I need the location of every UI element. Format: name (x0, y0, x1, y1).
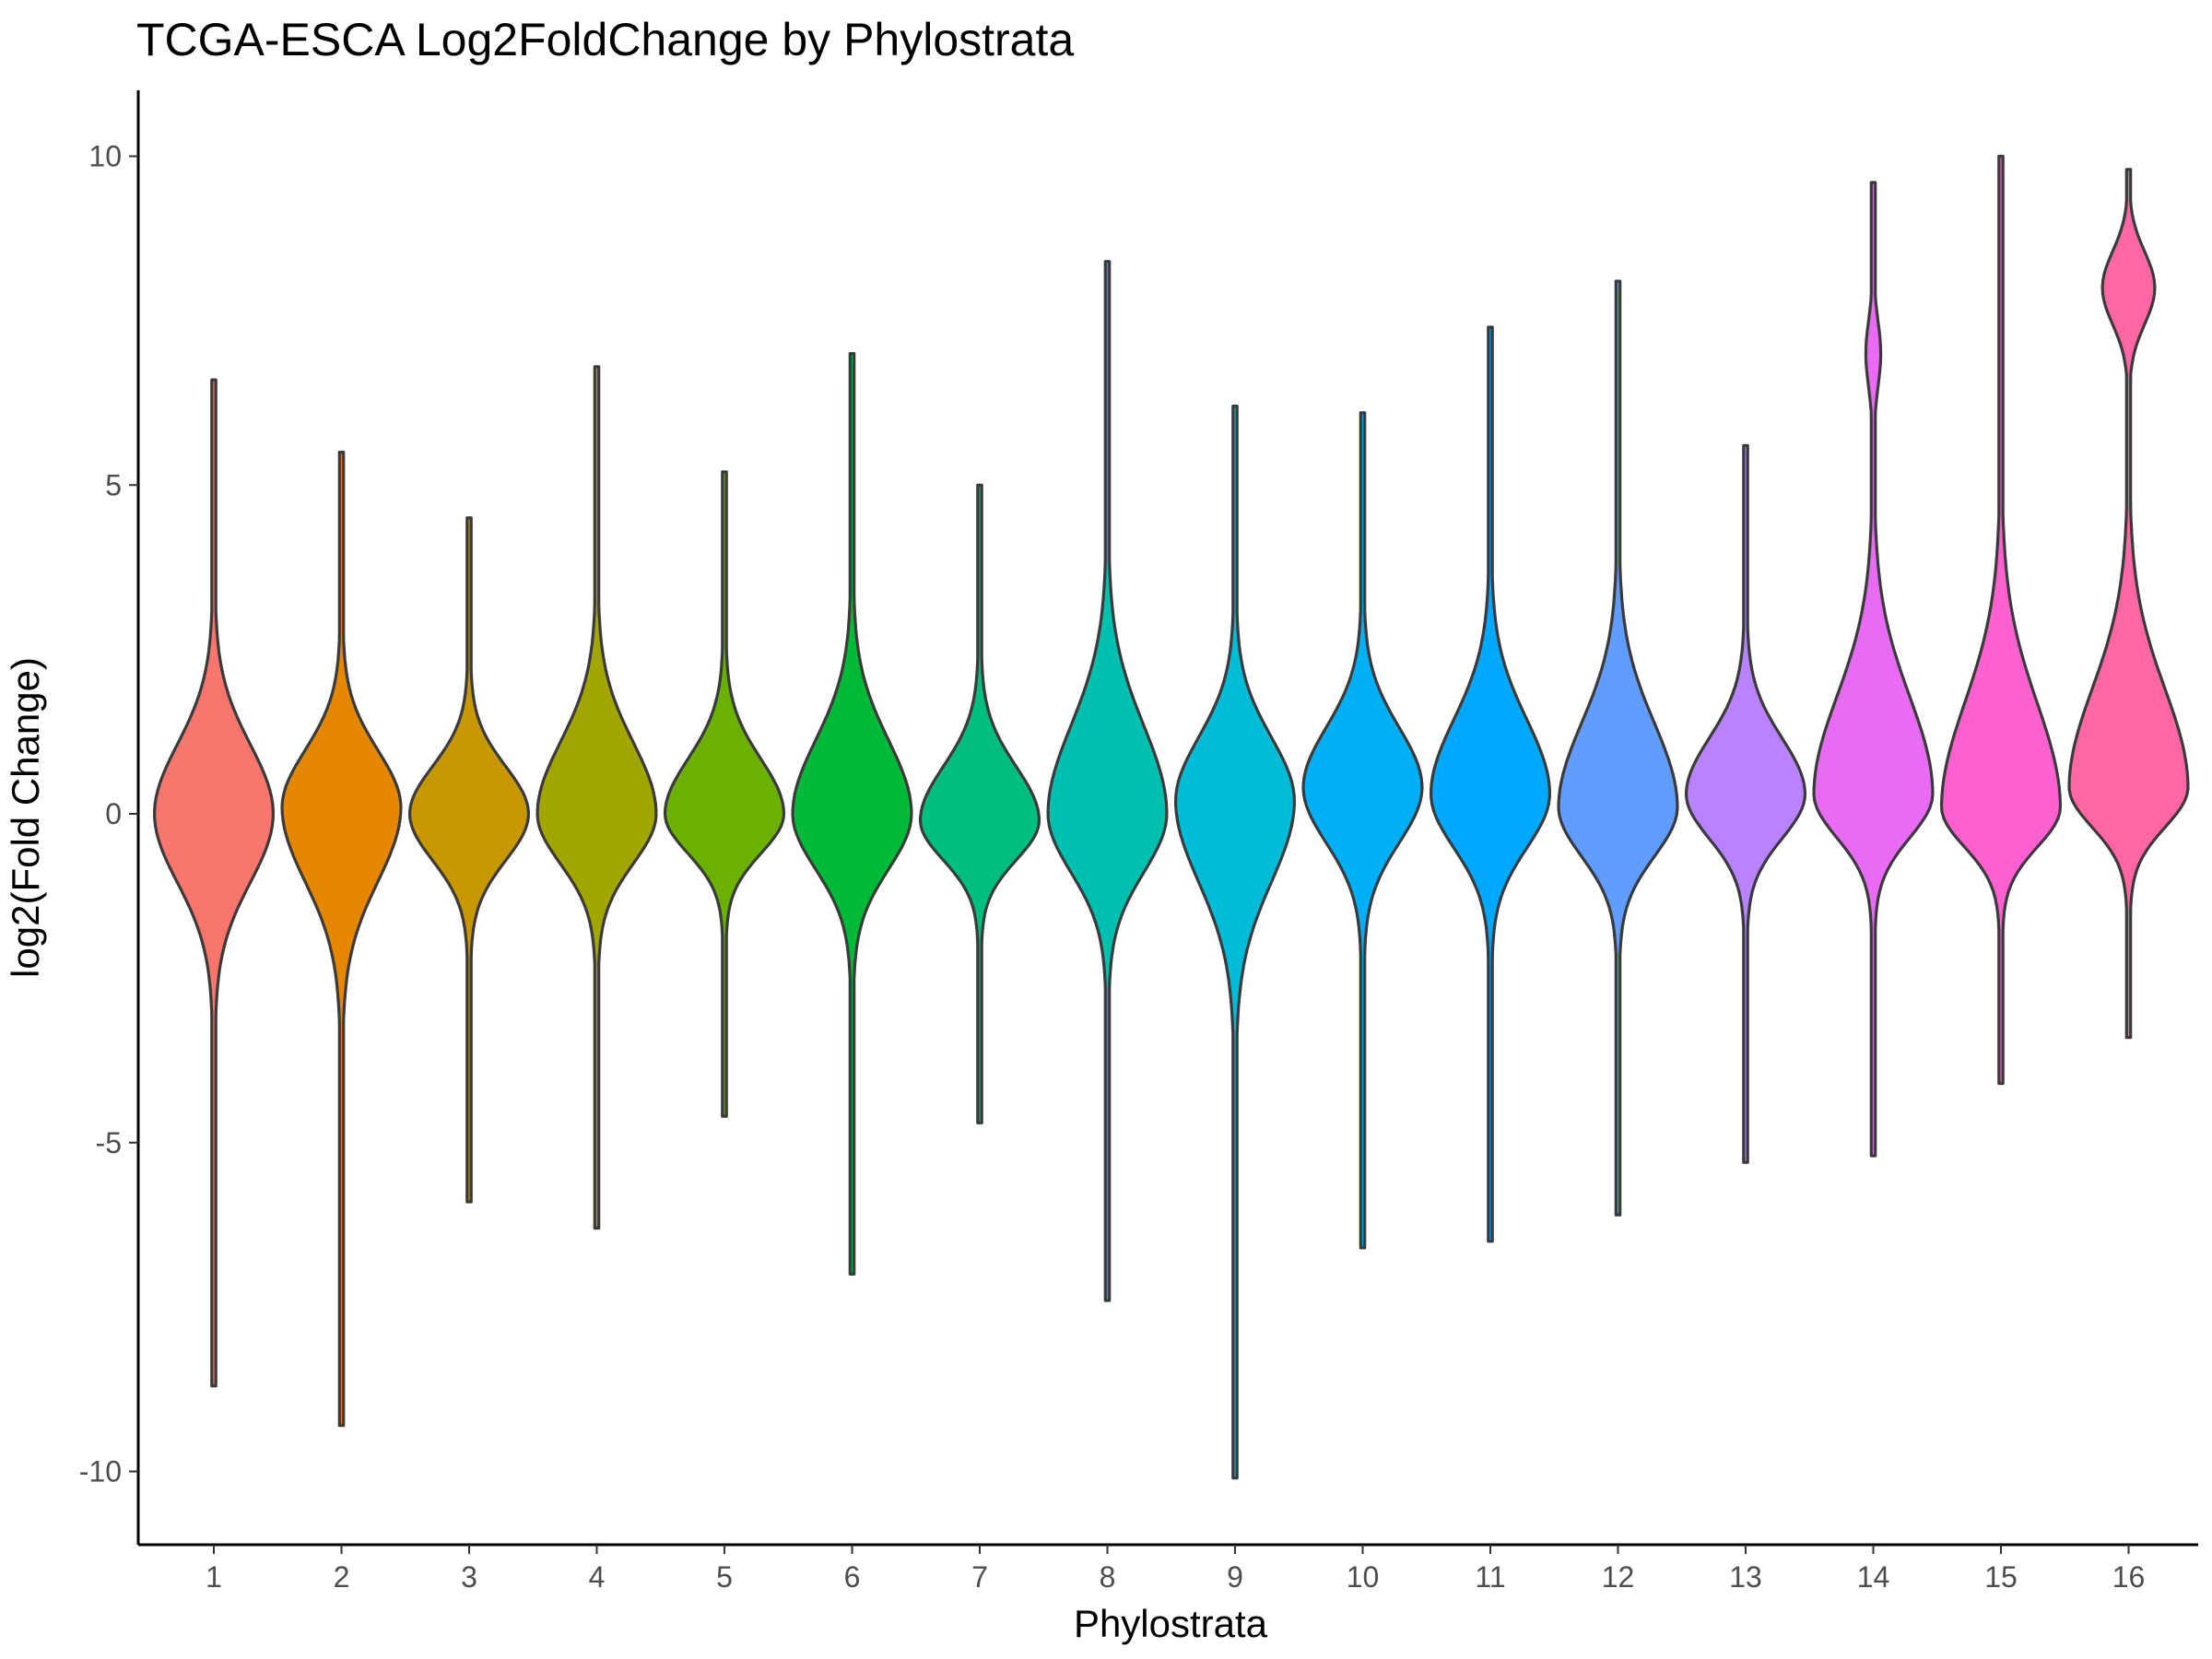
x-axis-ticks: 1 2 3 4 5 6 7 8 9 10 11 12 13 14 15 16 (206, 1545, 2145, 1594)
y-tick-label: 10 (88, 140, 122, 173)
x-tick-label: 16 (2112, 1560, 2146, 1594)
y-axis-title: log2(Fold Change) (4, 657, 47, 978)
x-tick-label: 13 (1729, 1560, 1762, 1594)
x-tick-label: 3 (461, 1560, 477, 1594)
violin-7 (919, 483, 1041, 1124)
x-axis-title: Phylostrata (1074, 1602, 1268, 1645)
x-tick-label: 11 (1475, 1560, 1505, 1594)
y-tick-label: -5 (96, 1126, 122, 1159)
chart-title: TCGA-ESCA Log2FoldChange by Phylostrata (136, 14, 1074, 65)
violin-5 (663, 470, 786, 1118)
violin-8 (1046, 260, 1169, 1302)
x-tick-label: 2 (334, 1560, 350, 1594)
y-tick-label: 5 (105, 468, 122, 501)
violin-16 (2067, 168, 2190, 1040)
x-tick-label: 1 (206, 1560, 222, 1594)
x-tick-label: 5 (716, 1560, 733, 1594)
violin-9 (1174, 405, 1296, 1480)
violin-6 (791, 352, 913, 1276)
violin-15 (1939, 154, 2063, 1086)
x-tick-label: 6 (844, 1560, 861, 1594)
y-tick-label: -10 (79, 1455, 122, 1488)
x-tick-label: 7 (971, 1560, 988, 1594)
x-tick-label: 12 (1602, 1560, 1635, 1594)
violins-group (153, 154, 2190, 1480)
violin-2 (280, 451, 403, 1428)
violin-12 (1557, 279, 1679, 1217)
violin-3 (408, 516, 530, 1204)
violin-14 (1812, 181, 1935, 1158)
violin-13 (1684, 443, 1807, 1164)
x-tick-label: 14 (1857, 1560, 1890, 1594)
violin-4 (535, 365, 658, 1230)
x-tick-label: 8 (1100, 1560, 1116, 1594)
violin-11 (1430, 325, 1551, 1243)
y-axis-ticks: 10 5 0 -5 -10 (79, 140, 138, 1488)
x-tick-label: 9 (1227, 1560, 1243, 1594)
violin-10 (1301, 411, 1424, 1250)
violin-1 (153, 378, 275, 1388)
x-tick-label: 10 (1347, 1560, 1380, 1594)
x-tick-label: 15 (1984, 1560, 2018, 1594)
y-tick-label: 0 (105, 797, 122, 830)
x-tick-label: 4 (589, 1560, 606, 1594)
